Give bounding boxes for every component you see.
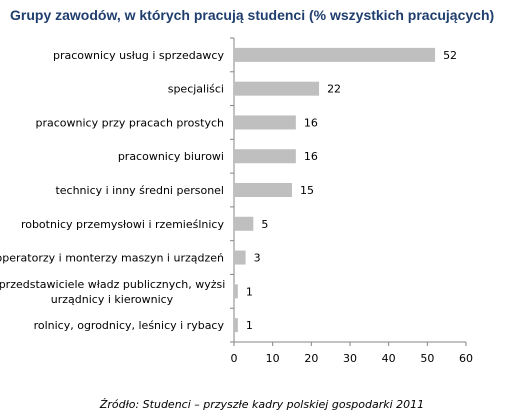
bar — [234, 284, 238, 299]
category-label: pracownicy usług i sprzedawcy — [53, 49, 224, 62]
x-tick-label: 60 — [459, 352, 473, 365]
bar — [234, 318, 238, 333]
data-label: 22 — [327, 83, 341, 96]
category-label: rolnicy, ogrodnicy, leśnicy i rybacy — [34, 319, 225, 332]
bar — [234, 47, 436, 62]
x-tick-label: 30 — [343, 352, 357, 365]
data-label: 16 — [304, 116, 318, 129]
bar — [234, 216, 254, 231]
data-label: 1 — [246, 319, 253, 332]
x-tick-label: 40 — [382, 352, 396, 365]
chart-title: Grupy zawodów, w których pracują studenc… — [10, 7, 494, 23]
bar — [234, 250, 246, 265]
data-label: 16 — [304, 150, 318, 163]
data-label: 5 — [261, 218, 268, 231]
data-label: 52 — [443, 49, 457, 62]
category-label: technicy i inny średni personel — [55, 184, 224, 197]
x-tick-label: 50 — [420, 352, 434, 365]
bar — [234, 183, 292, 197]
bar — [234, 149, 296, 164]
bar — [234, 81, 320, 96]
x-tick-label: 0 — [231, 352, 238, 365]
x-tick-label: 20 — [304, 352, 318, 365]
x-tick-label: 10 — [266, 352, 280, 365]
category-label: pracownicy przy pracach prostych — [35, 116, 224, 129]
category-label: robotnicy przemysłowi i rzemieślnicy — [21, 218, 225, 231]
category-label: przedstawiciele władz publicznych, wyżsi… — [0, 278, 225, 306]
data-label: 15 — [300, 184, 314, 197]
category-label: pracownicy biurowi — [118, 150, 224, 163]
category-label: specjaliści — [168, 83, 224, 96]
source-note: Źródło: Studenci – przyszłe kadry polski… — [99, 398, 424, 411]
data-label: 1 — [246, 285, 253, 298]
data-label: 3 — [254, 252, 261, 265]
bar — [234, 115, 296, 130]
category-label: operatorzy i monterzy maszyn i urządzeń — [0, 252, 224, 265]
plot-area: 0 10 20 30 40 50 60 pracownicy usług i sprzedaw… — [0, 37, 473, 365]
